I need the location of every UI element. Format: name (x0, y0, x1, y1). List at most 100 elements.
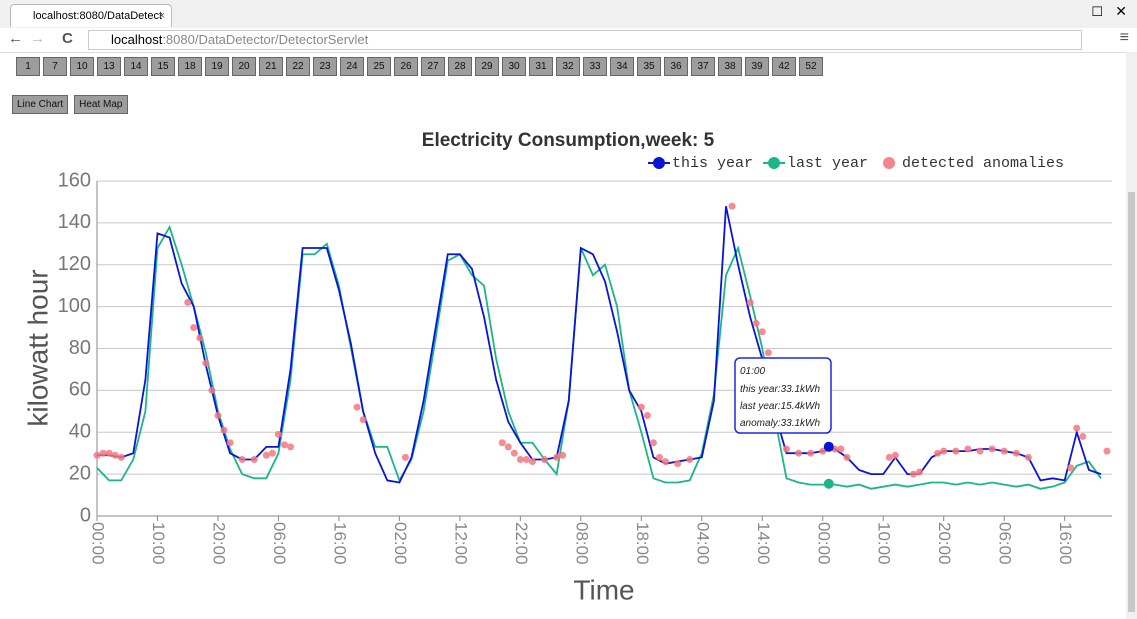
tab-close[interactable]: × (158, 10, 165, 22)
week-button[interactable]: 38 (718, 57, 742, 76)
x-tick-label: 06:00 (270, 522, 289, 565)
view-buttons: Line Chart Heat Map (12, 95, 128, 114)
window-maximize[interactable]: ☐ (1091, 4, 1103, 19)
anomaly-point (268, 449, 276, 457)
week-button[interactable]: 15 (151, 57, 175, 76)
anomaly-point (262, 451, 270, 459)
week-button[interactable]: 34 (610, 57, 634, 76)
week-button[interactable]: 13 (97, 57, 121, 76)
anomaly-point (728, 202, 736, 210)
anomaly-point (99, 449, 107, 457)
legend: this year last year detected anomalies (648, 155, 1064, 172)
x-tick-label: 20:00 (209, 522, 228, 565)
reload[interactable]: C (62, 30, 73, 47)
anomaly-point (686, 455, 694, 463)
anomaly-point (510, 449, 518, 457)
week-button[interactable]: 26 (394, 57, 418, 76)
anomaly-point (190, 324, 198, 332)
tab-bar: localhost:8080/DataDetect × ☐ ✕ (0, 0, 1137, 28)
anomaly-point (964, 445, 972, 453)
legend-marker (883, 157, 896, 169)
x-tick-label: 10:00 (149, 522, 168, 565)
week-button[interactable]: 14 (124, 57, 148, 76)
anomaly-point (111, 451, 119, 459)
week-button[interactable]: 20 (232, 57, 256, 76)
week-button[interactable]: 25 (367, 57, 391, 76)
anomaly-point (940, 447, 948, 455)
anomaly-point (504, 443, 512, 451)
week-button[interactable]: 29 (475, 57, 499, 76)
anomaly-point (637, 403, 645, 411)
scroll-thumb[interactable] (1128, 192, 1135, 612)
tab-title: localhost:8080/DataDetect (33, 10, 163, 22)
week-button[interactable]: 42 (772, 57, 796, 76)
series-line (97, 205, 1102, 484)
week-button[interactable]: 1 (16, 57, 40, 76)
week-button[interactable]: 31 (529, 57, 553, 76)
week-button[interactable]: 10 (70, 57, 94, 76)
view-button[interactable]: Line Chart (12, 95, 69, 114)
anomaly-point (184, 298, 192, 306)
week-button[interactable]: 33 (583, 57, 607, 76)
anomaly-point (274, 430, 282, 438)
anomaly-point (214, 412, 222, 419)
anomaly-point (909, 470, 917, 478)
week-button[interactable]: 24 (340, 57, 364, 76)
week-button[interactable]: 36 (664, 57, 688, 76)
anomaly-point (359, 416, 367, 424)
x-tick-label: 14:00 (754, 522, 773, 565)
week-button[interactable]: 19 (205, 57, 229, 76)
y-tick-label: 0 (80, 504, 91, 526)
x-tick-label: 06:00 (996, 522, 1015, 565)
week-button[interactable]: 30 (502, 57, 526, 76)
week-button[interactable]: 23 (313, 57, 337, 76)
y-tick-label: 20 (69, 462, 91, 484)
legend-label: this year (672, 155, 753, 172)
anomaly-point (649, 439, 657, 447)
anomaly-point (1012, 449, 1020, 457)
week-button[interactable]: 37 (691, 57, 715, 76)
url-path: :8080/DataDetector/DetectorServlet (162, 32, 369, 47)
anomaly-point (758, 328, 766, 336)
address-bar: ← → C localhost:8080/DataDetector/Detect… (0, 28, 1137, 53)
tooltip-time: 01:00 (740, 366, 765, 377)
anomaly-point (976, 447, 984, 455)
anomaly-point (401, 453, 409, 461)
week-button[interactable]: 22 (286, 57, 310, 76)
scrollbar[interactable] (1126, 52, 1137, 619)
url-box[interactable]: localhost:8080/DataDetector/DetectorServ… (88, 30, 1082, 50)
anomaly-point (752, 319, 760, 327)
y-tick-label: 160 (58, 169, 91, 191)
week-button[interactable]: 7 (43, 57, 67, 76)
nav-back[interactable]: ← (8, 30, 23, 47)
anomaly-point (916, 468, 924, 476)
legend-marker (653, 157, 665, 169)
week-button[interactable]: 18 (178, 57, 202, 76)
anomaly-point (353, 403, 361, 411)
week-button[interactable]: 27 (421, 57, 445, 76)
week-button[interactable]: 28 (448, 57, 472, 76)
tab[interactable]: localhost:8080/DataDetect × (10, 4, 172, 27)
anomaly-point (541, 455, 549, 463)
x-tick-label: 08:00 (572, 522, 591, 565)
week-button[interactable]: 39 (745, 57, 769, 76)
nav-forward[interactable]: → (30, 30, 45, 47)
menu[interactable]: ≡ (1119, 29, 1129, 46)
anomaly-point (655, 453, 663, 461)
x-tick-label: 18:00 (633, 522, 652, 565)
view-button[interactable]: Heat Map (74, 95, 128, 114)
week-button[interactable]: 35 (637, 57, 661, 76)
anomaly-point (220, 426, 228, 434)
legend-label: last year (787, 155, 868, 172)
y-tick-label: 100 (58, 295, 91, 317)
anomaly-point (250, 455, 258, 463)
week-button[interactable]: 52 (799, 57, 823, 76)
week-button[interactable]: 21 (259, 57, 283, 76)
window-close[interactable]: ✕ (1115, 3, 1127, 19)
anomaly-point (643, 412, 651, 419)
hover-point (823, 441, 834, 452)
anomaly-point (105, 449, 113, 457)
week-button[interactable]: 32 (556, 57, 580, 76)
